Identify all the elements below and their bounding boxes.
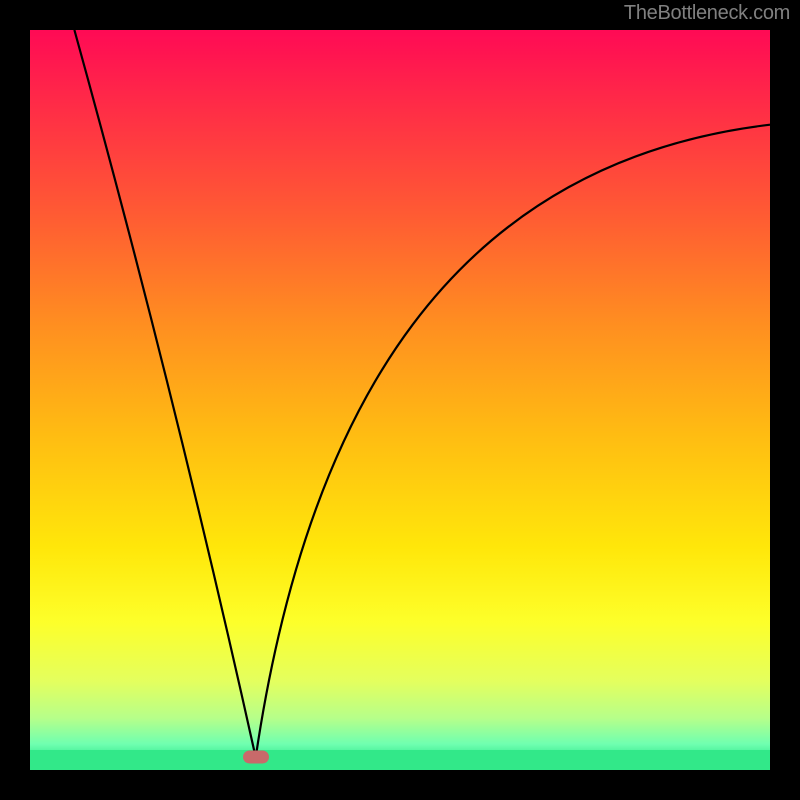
- chart-ideal-zone-strip: [30, 750, 770, 770]
- chart-background-gradient: [30, 30, 770, 770]
- stage: TheBottleneck.com: [0, 0, 800, 800]
- watermark-text: TheBottleneck.com: [624, 2, 790, 25]
- plot-frame: [30, 30, 770, 770]
- optimum-marker: [243, 751, 269, 764]
